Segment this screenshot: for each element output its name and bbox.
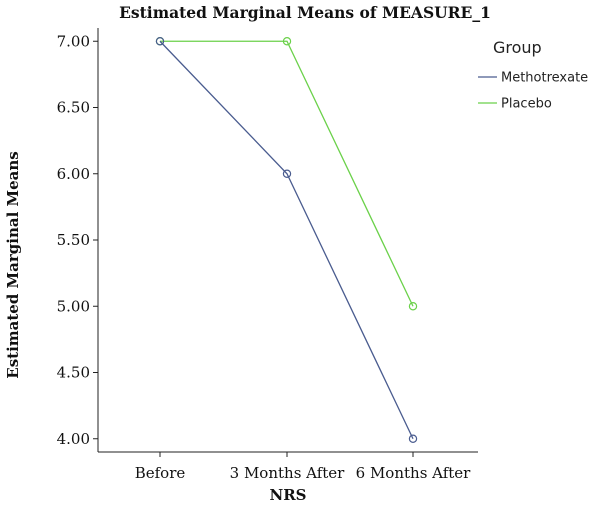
- legend: Group Methotrexate Placebo: [478, 38, 588, 112]
- y-tick-label: 6.00: [57, 165, 90, 183]
- data-point-methotrexate: [155, 37, 165, 46]
- x-axis-ticks: Before 3 Months After 6 Months After: [135, 452, 471, 482]
- data-point-placebo: [408, 302, 418, 311]
- data-point-placebo: [282, 37, 292, 46]
- y-tick-label: 5.00: [57, 297, 90, 315]
- legend-title: Group: [493, 38, 542, 57]
- x-tick-label: 3 Months After: [230, 464, 346, 482]
- series-layer: [155, 37, 418, 443]
- legend-label-methotrexate: Methotrexate: [501, 71, 588, 86]
- y-tick-label: 6.50: [57, 99, 90, 117]
- y-tick-label: 4.50: [57, 364, 90, 382]
- data-point-methotrexate: [408, 434, 418, 443]
- x-axis-title: NRS: [269, 486, 306, 504]
- y-axis-title: Estimated Marginal Means: [4, 151, 22, 378]
- legend-label-placebo: Placebo: [501, 97, 552, 112]
- y-tick-label: 7.00: [57, 32, 90, 50]
- data-point-methotrexate: [282, 169, 292, 178]
- y-tick-label: 5.50: [57, 231, 90, 249]
- chart-title: Estimated Marginal Means of MEASURE_1: [119, 3, 491, 22]
- legend-items: Methotrexate Placebo: [478, 71, 588, 112]
- series-line-placebo: [160, 40, 414, 307]
- y-axis-ticks: 4.00 4.50 5.00 5.50 6.00 6.50 7.00: [57, 32, 98, 448]
- axes: [97, 28, 478, 453]
- x-tick-label: Before: [135, 464, 186, 482]
- y-tick-label: 4.00: [57, 430, 90, 448]
- x-tick-label: 6 Months After: [356, 464, 472, 482]
- series-line-methotrexate: [159, 40, 414, 440]
